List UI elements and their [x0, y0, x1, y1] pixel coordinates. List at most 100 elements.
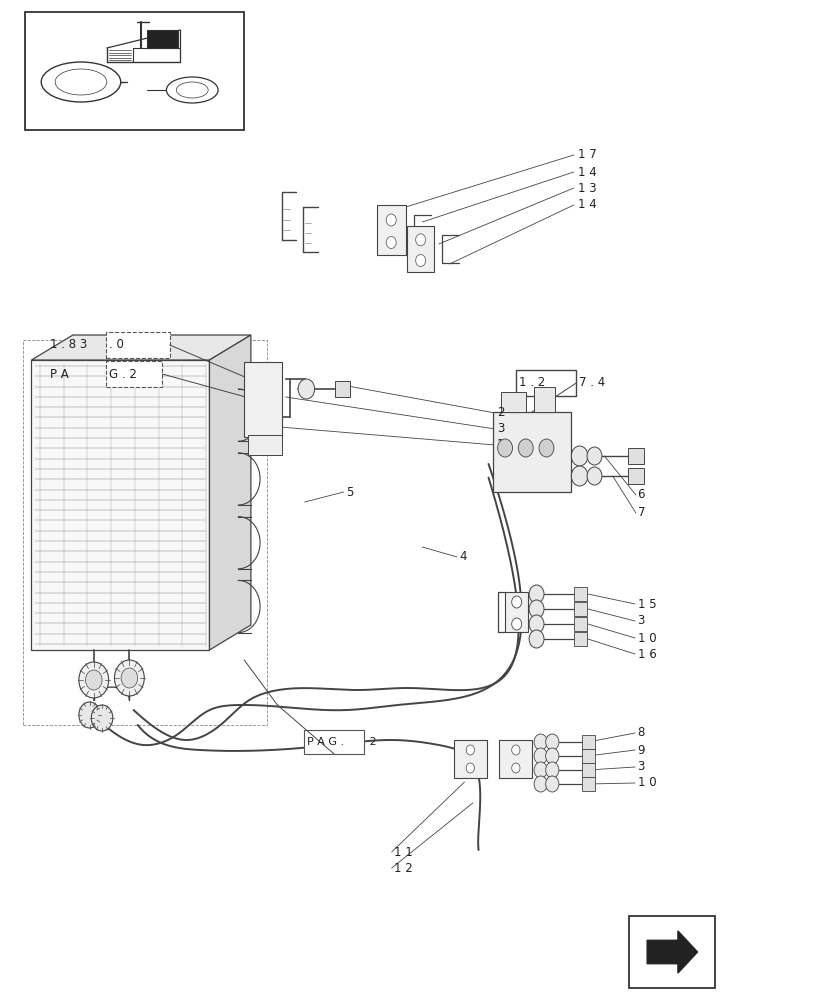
Bar: [248, 435, 281, 455]
Text: 1 1: 1 1: [394, 846, 413, 858]
Bar: [581, 749, 595, 763]
Text: P A G .: P A G .: [307, 737, 344, 747]
Circle shape: [114, 660, 144, 696]
Polygon shape: [647, 931, 696, 973]
Circle shape: [385, 236, 396, 248]
Bar: [500, 392, 525, 412]
Circle shape: [571, 446, 587, 466]
Text: 1 . 8 3: 1 . 8 3: [50, 338, 87, 352]
Bar: [499, 740, 532, 778]
Bar: [581, 777, 595, 791]
Circle shape: [79, 702, 100, 728]
Circle shape: [415, 255, 425, 267]
Bar: [573, 617, 586, 631]
Bar: [627, 468, 643, 484]
Circle shape: [511, 763, 519, 773]
Text: 3: 3: [637, 760, 644, 774]
Polygon shape: [31, 335, 251, 360]
Bar: [492, 412, 571, 492]
Circle shape: [538, 439, 553, 457]
Bar: [407, 226, 433, 272]
Circle shape: [91, 705, 112, 731]
Circle shape: [466, 745, 474, 755]
Ellipse shape: [166, 77, 218, 103]
Text: 2: 2: [496, 406, 504, 420]
Text: 1 6: 1 6: [637, 648, 656, 660]
Text: 7: 7: [637, 506, 644, 520]
Bar: [504, 592, 528, 632]
Ellipse shape: [41, 62, 121, 102]
Circle shape: [121, 668, 137, 688]
Circle shape: [571, 466, 587, 486]
Text: 1 . 2: 1 . 2: [519, 376, 545, 389]
Circle shape: [79, 662, 108, 698]
Bar: [106, 332, 170, 358]
Text: 1 3: 1 3: [577, 182, 595, 194]
Bar: [573, 632, 586, 646]
Circle shape: [415, 234, 425, 246]
Bar: [533, 387, 554, 412]
Text: 3: 3: [637, 614, 644, 628]
Circle shape: [511, 618, 521, 630]
Text: 9: 9: [637, 744, 644, 756]
Circle shape: [533, 776, 547, 792]
Circle shape: [528, 585, 543, 603]
Circle shape: [511, 596, 521, 608]
Bar: [376, 205, 405, 255]
Bar: [573, 602, 586, 616]
Text: P A: P A: [50, 367, 69, 380]
Circle shape: [586, 467, 601, 485]
Circle shape: [518, 439, 533, 457]
Bar: [581, 763, 595, 777]
Text: . 0: . 0: [109, 338, 124, 352]
Circle shape: [586, 447, 601, 465]
Text: 8: 8: [637, 726, 644, 740]
Circle shape: [545, 734, 558, 750]
Text: 1 4: 1 4: [577, 165, 596, 178]
Bar: [146, 30, 178, 48]
Circle shape: [533, 734, 547, 750]
Circle shape: [298, 379, 314, 399]
Circle shape: [466, 763, 474, 773]
Bar: [453, 740, 486, 778]
Text: G . 2: G . 2: [109, 367, 137, 380]
Text: 6: 6: [637, 488, 644, 502]
Polygon shape: [209, 335, 251, 650]
Bar: [581, 735, 595, 749]
Bar: [629, 916, 715, 988]
Text: 4: 4: [459, 550, 466, 564]
Text: 5: 5: [346, 486, 353, 498]
Text: 3: 3: [496, 422, 504, 436]
Circle shape: [533, 748, 547, 764]
Circle shape: [528, 615, 543, 633]
Circle shape: [545, 762, 558, 778]
Circle shape: [511, 745, 519, 755]
Bar: [573, 587, 586, 601]
Bar: [627, 448, 643, 464]
Ellipse shape: [176, 82, 208, 98]
Text: 1 7: 1 7: [577, 148, 596, 161]
Text: 1 2: 1 2: [394, 861, 413, 874]
Bar: [31, 360, 209, 650]
Text: 1 0: 1 0: [637, 776, 655, 790]
Ellipse shape: [55, 69, 107, 95]
Text: 7 . 4: 7 . 4: [578, 376, 605, 389]
Circle shape: [497, 439, 512, 457]
Bar: [515, 370, 576, 396]
Bar: [335, 381, 350, 397]
Circle shape: [385, 214, 396, 226]
Circle shape: [85, 670, 102, 690]
Text: 1 0: 1 0: [637, 632, 655, 645]
Bar: [25, 12, 244, 130]
Bar: [304, 730, 364, 754]
Bar: [23, 340, 267, 725]
Circle shape: [533, 762, 547, 778]
Circle shape: [545, 776, 558, 792]
Circle shape: [528, 600, 543, 618]
Text: 2: 2: [366, 737, 376, 747]
Text: 1 4: 1 4: [577, 198, 596, 212]
Text: 1 5: 1 5: [637, 597, 655, 610]
Bar: [244, 362, 281, 437]
Circle shape: [528, 630, 543, 648]
Text: 1: 1: [496, 438, 504, 452]
